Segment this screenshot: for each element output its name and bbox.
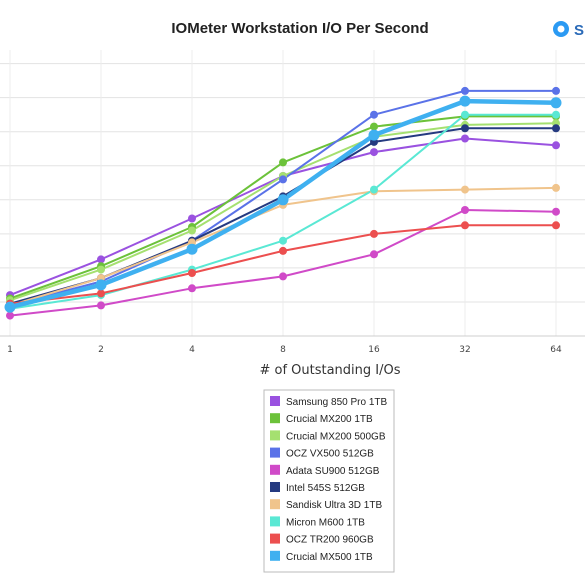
data-point — [552, 141, 560, 150]
data-point — [97, 301, 105, 310]
x-tick-label: 1 — [7, 345, 13, 355]
x-tick-label: 8 — [280, 345, 286, 355]
data-point — [461, 86, 469, 95]
x-tick-label: 2 — [98, 345, 104, 355]
legend-swatch — [270, 516, 280, 527]
x-tick-label: 32 — [459, 345, 470, 355]
legend-label[interactable]: Micron M600 1TB — [286, 517, 365, 528]
data-point — [461, 124, 469, 133]
data-point — [97, 289, 105, 298]
legend-label[interactable]: Intel 545S 512GB — [286, 483, 365, 494]
legend-swatch — [270, 447, 280, 458]
brand-text: S — [574, 22, 584, 39]
legend-swatch — [270, 430, 280, 441]
data-point — [279, 158, 287, 167]
x-axis-label: # of Outstanding I/Os — [259, 363, 400, 378]
legend-swatch — [270, 413, 280, 424]
x-tick-labels: 1 2 4 8 16 32 64 — [7, 345, 562, 355]
data-point — [461, 185, 469, 194]
legend-label[interactable]: Adata SU900 512GB — [286, 466, 380, 477]
data-point — [461, 221, 469, 230]
legend-swatch — [270, 550, 280, 561]
data-point — [459, 95, 471, 107]
x-tick-label: 16 — [368, 345, 380, 355]
data-point — [6, 311, 14, 320]
data-point — [461, 206, 469, 214]
data-point — [279, 175, 287, 184]
data-point — [279, 272, 287, 281]
chart-title: IOMeter Workstation I/O Per Second — [171, 20, 428, 37]
legend-label[interactable]: OCZ TR200 960GB — [286, 535, 374, 546]
data-point — [188, 269, 196, 277]
data-point — [370, 148, 378, 157]
legend: Samsung 850 Pro 1TB Crucial MX200 1TB Cruc… — [263, 389, 395, 573]
legend-box — [263, 389, 395, 573]
data-point — [368, 129, 380, 141]
data-point — [370, 122, 378, 131]
data-point — [552, 86, 560, 95]
data-point — [461, 110, 469, 119]
legend-label[interactable]: Crucial MX500 1TB — [286, 552, 373, 563]
data-point — [4, 301, 16, 313]
legend-swatch — [270, 499, 280, 510]
series-points — [4, 86, 562, 320]
brand-logo-icon-inner — [557, 25, 565, 33]
data-point — [370, 185, 378, 194]
x-tick-label: 64 — [550, 345, 562, 355]
data-point — [188, 226, 196, 235]
legend-label[interactable]: OCZ VX500 512GB — [286, 449, 374, 460]
data-point — [552, 183, 560, 192]
legend-swatch — [270, 482, 280, 492]
data-point — [370, 229, 378, 238]
data-point — [552, 110, 560, 119]
data-point — [97, 265, 105, 274]
data-point — [552, 124, 560, 133]
data-point — [370, 110, 378, 119]
data-point — [188, 214, 196, 223]
legend-label[interactable]: Crucial MX200 1TB — [286, 414, 373, 425]
data-point — [370, 250, 378, 259]
x-tick-label: 4 — [189, 345, 195, 355]
data-point — [279, 236, 287, 245]
legend-swatch — [270, 396, 280, 406]
data-point — [552, 221, 560, 230]
data-point — [461, 134, 469, 143]
data-point — [186, 243, 198, 255]
data-point — [188, 284, 196, 293]
data-point — [277, 194, 289, 206]
legend-swatch — [270, 464, 280, 475]
brand-logo: S — [553, 21, 584, 39]
data-point — [97, 255, 105, 264]
data-point — [279, 246, 287, 255]
legend-label[interactable]: Crucial MX200 500GB — [286, 431, 386, 442]
data-point — [95, 279, 107, 291]
legend-swatch — [270, 533, 280, 544]
legend-label[interactable]: Sandisk Ultra 3D 1TB — [286, 500, 382, 511]
data-point — [550, 97, 562, 109]
legend-label[interactable]: Samsung 850 Pro 1TB — [286, 397, 387, 408]
data-point — [552, 207, 560, 216]
